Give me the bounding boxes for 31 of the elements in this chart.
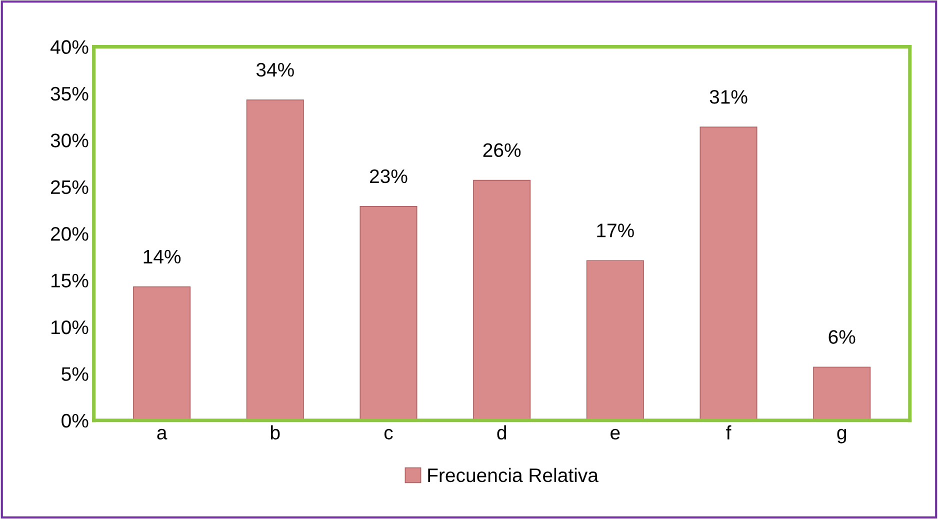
bar [813,366,871,420]
data-label: 23% [370,169,408,184]
data-label: 14% [144,250,181,264]
y-tick-label: 20% [51,227,88,241]
y-tick-label: 10% [52,320,88,334]
data-label: 31% [710,90,748,104]
bar [360,206,418,420]
data-label: 17% [597,224,634,238]
x-tick-label: g [837,428,846,444]
y-tick-label: 0% [62,414,88,428]
y-tick-label: 30% [50,134,88,148]
x-tick-label: d [497,425,506,440]
y-tick-label: 40% [50,40,88,54]
x-tick-label: b [270,425,280,440]
data-label: 26% [483,143,521,158]
x-tick-label: f [726,425,732,440]
bar [246,100,304,420]
y-tick-label: 25% [51,180,88,194]
legend-label: Frecuencia Relativa [428,468,598,482]
y-tick-label: 5% [62,367,88,381]
y-tick-label: 15% [52,274,88,288]
bar [473,180,531,420]
x-tick-label: e [610,428,620,440]
data-label: 6% [828,330,856,344]
data-label: 34% [256,62,294,77]
x-tick-label: a [157,428,168,440]
bar [586,260,644,420]
x-tick-label: c [384,428,393,440]
y-tick-label: 35% [50,86,88,101]
bar [133,286,191,420]
bar [700,126,758,420]
